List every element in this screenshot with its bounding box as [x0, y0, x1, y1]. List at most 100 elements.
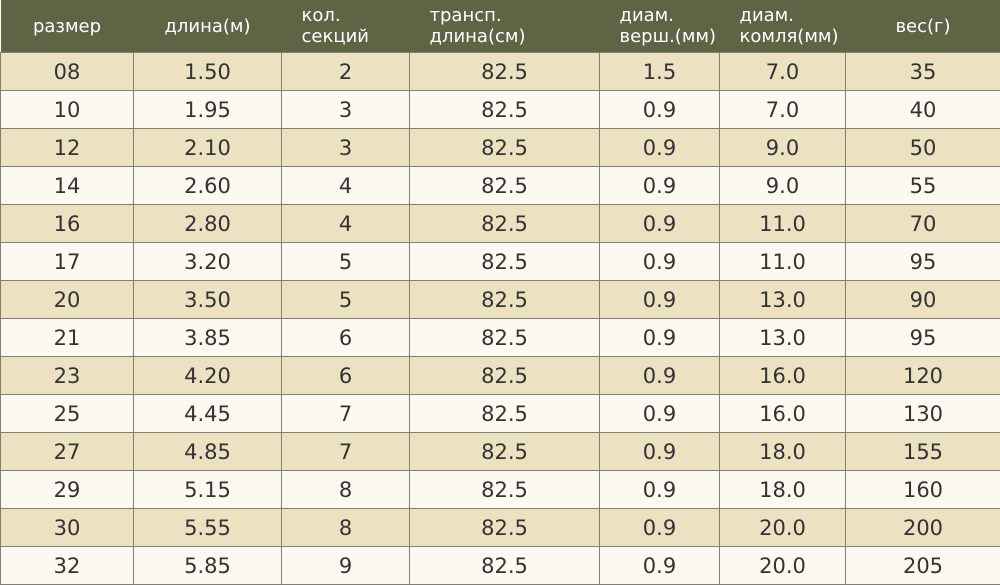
- cell-size: 25: [1, 395, 134, 433]
- cell-weight: 120: [846, 357, 1000, 395]
- header-sections-line2: секций: [302, 26, 408, 47]
- cell-length: 2.10: [134, 129, 282, 167]
- cell-tip-diameter: 0.9: [600, 243, 720, 281]
- cell-tip-diameter: 0.9: [600, 547, 720, 585]
- cell-transport-length: 82.5: [410, 281, 600, 319]
- cell-butt-diameter: 13.0: [720, 281, 846, 319]
- cell-tip-diameter: 0.9: [600, 319, 720, 357]
- cell-sections: 8: [282, 509, 410, 547]
- cell-transport-length: 82.5: [410, 53, 600, 91]
- cell-butt-diameter: 20.0: [720, 547, 846, 585]
- cell-weight: 95: [846, 319, 1000, 357]
- header-length: длина(м): [134, 0, 282, 53]
- header-butt-line1: диам.: [740, 5, 844, 26]
- cell-sections: 7: [282, 395, 410, 433]
- cell-tip-diameter: 0.9: [600, 357, 720, 395]
- cell-size: 30: [1, 509, 134, 547]
- cell-butt-diameter: 7.0: [720, 91, 846, 129]
- cell-weight: 95: [846, 243, 1000, 281]
- cell-butt-diameter: 13.0: [720, 319, 846, 357]
- cell-transport-length: 82.5: [410, 357, 600, 395]
- cell-weight: 70: [846, 205, 1000, 243]
- cell-butt-diameter: 11.0: [720, 205, 846, 243]
- cell-size: 10: [1, 91, 134, 129]
- header-tip-diameter: диам.верш.(мм): [600, 0, 720, 53]
- cell-length: 2.60: [134, 167, 282, 205]
- cell-transport-length: 82.5: [410, 129, 600, 167]
- cell-size: 08: [1, 53, 134, 91]
- header-size-line: размер: [33, 16, 101, 37]
- cell-butt-diameter: 7.0: [720, 53, 846, 91]
- cell-length: 2.80: [134, 205, 282, 243]
- header-row: размер длина(м) кол.секций трансп.длина(…: [1, 0, 1000, 53]
- header-sections: кол.секций: [282, 0, 410, 53]
- cell-length: 3.20: [134, 243, 282, 281]
- cell-length: 1.95: [134, 91, 282, 129]
- cell-weight: 35: [846, 53, 1000, 91]
- cell-weight: 205: [846, 547, 1000, 585]
- cell-tip-diameter: 1.5: [600, 53, 720, 91]
- cell-sections: 5: [282, 243, 410, 281]
- cell-butt-diameter: 16.0: [720, 357, 846, 395]
- cell-sections: 8: [282, 471, 410, 509]
- cell-tip-diameter: 0.9: [600, 281, 720, 319]
- header-transport-length: трансп.длина(см): [410, 0, 600, 53]
- header-size: размер: [1, 0, 134, 53]
- cell-size: 29: [1, 471, 134, 509]
- cell-size: 23: [1, 357, 134, 395]
- cell-sections: 9: [282, 547, 410, 585]
- cell-butt-diameter: 11.0: [720, 243, 846, 281]
- cell-length: 4.85: [134, 433, 282, 471]
- cell-tip-diameter: 0.9: [600, 167, 720, 205]
- cell-size: 20: [1, 281, 134, 319]
- cell-sections: 4: [282, 205, 410, 243]
- cell-butt-diameter: 18.0: [720, 433, 846, 471]
- cell-butt-diameter: 9.0: [720, 129, 846, 167]
- cell-size: 27: [1, 433, 134, 471]
- cell-tip-diameter: 0.9: [600, 395, 720, 433]
- header-weight: вес(г): [846, 0, 1000, 53]
- header-transport-line1: трансп.: [430, 5, 598, 26]
- header-tip-line1: диам.: [620, 5, 718, 26]
- cell-size: 16: [1, 205, 134, 243]
- cell-tip-diameter: 0.9: [600, 433, 720, 471]
- cell-weight: 155: [846, 433, 1000, 471]
- cell-size: 32: [1, 547, 134, 585]
- cell-length: 5.85: [134, 547, 282, 585]
- cell-transport-length: 82.5: [410, 243, 600, 281]
- cell-transport-length: 82.5: [410, 205, 600, 243]
- cell-sections: 7: [282, 433, 410, 471]
- cell-size: 14: [1, 167, 134, 205]
- cell-weight: 55: [846, 167, 1000, 205]
- cell-transport-length: 82.5: [410, 471, 600, 509]
- cell-transport-length: 82.5: [410, 91, 600, 129]
- cell-weight: 200: [846, 509, 1000, 547]
- header-length-line: длина(м): [164, 16, 250, 37]
- cell-transport-length: 82.5: [410, 547, 600, 585]
- cell-weight: 130: [846, 395, 1000, 433]
- cell-length: 4.45: [134, 395, 282, 433]
- cell-tip-diameter: 0.9: [600, 471, 720, 509]
- cell-butt-diameter: 20.0: [720, 509, 846, 547]
- cell-butt-diameter: 9.0: [720, 167, 846, 205]
- cell-size: 17: [1, 243, 134, 281]
- cell-weight: 50: [846, 129, 1000, 167]
- cell-size: 12: [1, 129, 134, 167]
- header-transport-line2: длина(см): [430, 26, 598, 47]
- header-weight-line: вес(г): [895, 16, 950, 37]
- cell-transport-length: 82.5: [410, 167, 600, 205]
- cell-length: 3.50: [134, 281, 282, 319]
- cell-sections: 6: [282, 357, 410, 395]
- cell-size: 21: [1, 319, 134, 357]
- cell-sections: 6: [282, 319, 410, 357]
- cell-transport-length: 82.5: [410, 319, 600, 357]
